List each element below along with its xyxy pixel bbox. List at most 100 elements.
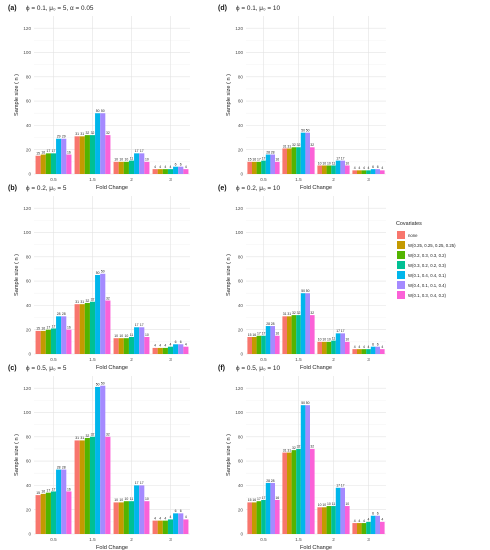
data-label: 4 — [354, 519, 356, 523]
data-label: 32 — [292, 143, 296, 147]
bar — [144, 501, 150, 534]
data-label: 11 — [130, 497, 134, 501]
y-tick-label: 20 — [26, 327, 32, 332]
data-label: 10 — [318, 161, 322, 165]
data-label: 50 — [96, 109, 100, 113]
x-tick-label: 1.5 — [89, 537, 96, 542]
bar — [40, 154, 46, 174]
bar — [310, 147, 315, 174]
legend-swatch — [397, 251, 405, 259]
data-label: 6 — [377, 165, 379, 169]
x-tick-label: 2 — [130, 537, 133, 542]
panel-tag: (a) — [8, 5, 17, 12]
y-tick-label: 40 — [238, 303, 244, 308]
bar — [66, 329, 72, 354]
bar — [340, 160, 345, 174]
bar — [139, 327, 145, 354]
data-label: 31 — [283, 144, 287, 148]
x-tick-label: 0.5 — [260, 537, 267, 542]
bar — [61, 138, 67, 174]
bar — [152, 520, 158, 534]
bar — [45, 492, 51, 534]
x-axis-label: Fold Change — [300, 365, 332, 371]
x-tick-label: 3 — [169, 177, 172, 182]
bar — [300, 405, 306, 534]
data-label: 17 — [257, 497, 261, 501]
data-label: 4 — [170, 515, 172, 519]
bar — [252, 161, 257, 174]
bar — [113, 502, 119, 534]
bar — [335, 487, 341, 534]
bar — [296, 147, 301, 174]
x-tick-label: 2 — [130, 177, 133, 182]
data-label: 10 — [119, 158, 123, 162]
data-label: 6 — [180, 163, 182, 167]
bar — [183, 346, 189, 354]
legend-label: W(0.1, 0.4, 0.4, 0.1) — [408, 273, 447, 278]
bar — [144, 161, 150, 174]
panel-title: ϕ = 0.2, μ₀ = 10 — [236, 185, 280, 192]
y-axis-label: Sample size ( n ) — [226, 74, 232, 116]
bar — [317, 165, 322, 174]
bar — [265, 482, 271, 534]
bar — [56, 469, 62, 534]
data-label: 6 — [175, 163, 177, 167]
data-label: 4 — [164, 516, 166, 520]
x-axis-label: Fold Change — [300, 185, 332, 191]
x-tick-label: 2 — [130, 357, 133, 362]
x-tick-label: 2 — [332, 177, 335, 182]
bar — [167, 169, 174, 174]
data-label: 15 — [248, 158, 252, 162]
bar — [331, 165, 336, 174]
y-axis-label: Sample size ( n ) — [226, 254, 232, 296]
panel-title: ϕ = 0.2, μ₀ = 5 — [26, 185, 67, 192]
bar — [84, 302, 90, 354]
bar — [252, 502, 257, 534]
y-tick-label: 60 — [26, 99, 32, 104]
bar — [247, 161, 252, 174]
y-tick-label: 40 — [238, 123, 244, 128]
data-label: 32 — [292, 446, 296, 450]
x-tick-label: 1.5 — [295, 177, 302, 182]
data-label: 17 — [140, 323, 144, 327]
y-tick-label: 60 — [26, 279, 32, 284]
data-label: 50 — [96, 383, 100, 387]
data-label: 6 — [377, 343, 379, 347]
data-label: 6 — [372, 165, 374, 169]
bar — [265, 326, 271, 354]
data-label: 15 — [36, 152, 40, 156]
bar — [282, 452, 287, 534]
data-label: 17 — [336, 329, 340, 333]
data-label: 4 — [363, 166, 365, 170]
bar — [162, 347, 168, 354]
bar — [256, 161, 262, 174]
panel-tag: (b) — [8, 185, 17, 192]
data-label: 31 — [75, 132, 79, 136]
data-label: 31 — [80, 300, 84, 304]
data-label: 4 — [159, 516, 161, 520]
data-label: 10 — [318, 503, 322, 507]
bar — [261, 160, 266, 174]
panel-title: ϕ = 0.5, μ₀ = 5 — [26, 365, 67, 372]
bar — [105, 300, 111, 354]
data-label: 10 — [114, 498, 118, 502]
bar — [275, 335, 280, 354]
bar — [352, 349, 357, 354]
legend-swatch — [397, 291, 405, 299]
data-label: 29 — [57, 135, 61, 139]
data-label: 4 — [154, 516, 156, 520]
data-label: 16 — [252, 158, 256, 162]
data-label: 16 — [67, 487, 71, 491]
y-tick-label: 120 — [23, 206, 31, 211]
data-label: 16 — [275, 332, 279, 336]
y-tick-label: 120 — [235, 386, 243, 391]
bar — [282, 148, 287, 174]
panel-tag: (d) — [218, 5, 227, 12]
bar — [335, 160, 341, 174]
data-label: 16 — [41, 490, 45, 494]
plot-area — [246, 16, 386, 174]
x-tick-label: 3 — [169, 537, 172, 542]
bar — [326, 341, 332, 354]
x-tick-label: 0.5 — [50, 537, 57, 542]
